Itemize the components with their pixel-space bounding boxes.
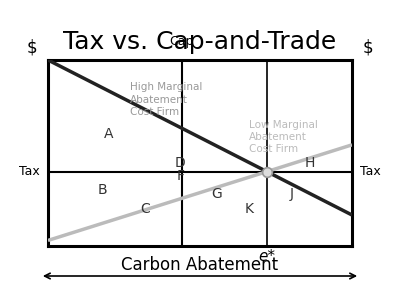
Text: High Marginal
Abatement
Cost Firm: High Marginal Abatement Cost Firm [130,82,202,117]
Text: D: D [175,156,186,170]
Text: K: K [244,202,253,216]
Text: A: A [104,128,114,141]
Text: B: B [98,183,108,197]
Text: J: J [289,187,293,201]
Text: e*: e* [258,249,275,264]
Text: G: G [211,187,222,201]
Text: Low Marginal
Abatement
Cost Firm: Low Marginal Abatement Cost Firm [249,119,318,154]
Text: $: $ [363,39,373,57]
Text: F: F [176,169,184,183]
Text: $: $ [27,39,37,57]
Text: Carbon Abatement: Carbon Abatement [122,256,278,274]
Text: Tax: Tax [360,165,381,178]
Text: C: C [140,202,150,216]
Text: H: H [304,156,315,170]
Text: Cap: Cap [170,35,194,48]
Title: Tax vs. Cap-and-Trade: Tax vs. Cap-and-Trade [63,30,337,54]
Text: Tax: Tax [19,165,40,178]
